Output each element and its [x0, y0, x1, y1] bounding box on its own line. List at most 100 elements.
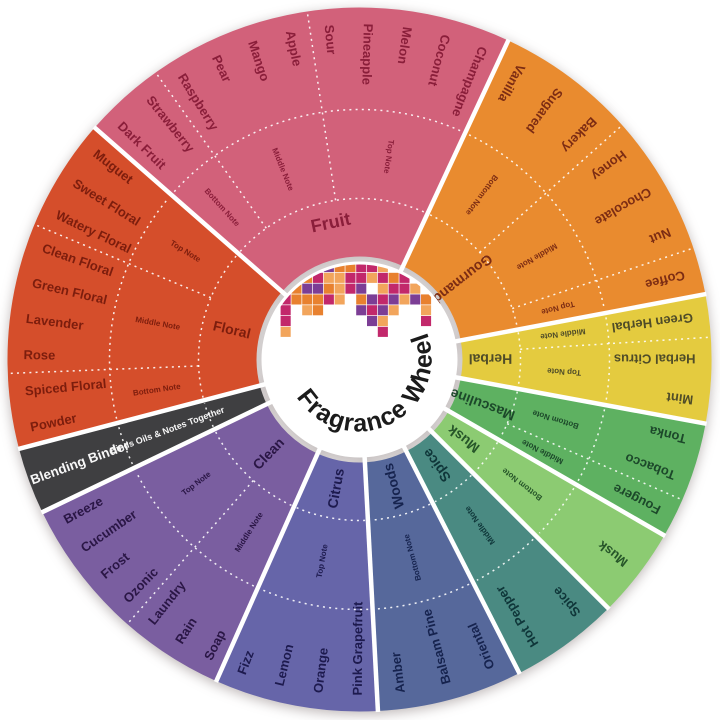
- band-divider-arc: [203, 402, 214, 428]
- item-label-fruit: Pineapple: [359, 23, 376, 85]
- mosaic-pixel: [302, 294, 313, 305]
- mosaic-pixel: [323, 294, 334, 305]
- band-divider-arc: [468, 134, 606, 309]
- item-label-citrus: Pink Grapefruit: [350, 601, 366, 696]
- segment-gap-line: [398, 38, 511, 274]
- mosaic-pixel: [323, 272, 334, 283]
- item-label-floral: Rose: [23, 347, 55, 362]
- segment-gap-line: [441, 405, 667, 538]
- item-label-fruit: Melon: [395, 26, 415, 65]
- segment-gap-line: [92, 125, 289, 298]
- segment-gap-line: [213, 446, 323, 683]
- category-label-herbal: Herbal: [469, 351, 513, 367]
- band-divider-arc: [239, 197, 426, 252]
- item-label-citrus: Orange: [310, 647, 331, 694]
- mosaic-pixel: [280, 316, 291, 327]
- segment-musk-wedge: [432, 411, 665, 609]
- mosaic-pixel: [313, 305, 324, 316]
- mosaic-pixel: [388, 283, 399, 294]
- band-divider-arc: [173, 108, 462, 193]
- band-divider-arc: [577, 409, 606, 482]
- mosaic-pixel: [302, 283, 313, 294]
- mosaic-pixel: [313, 272, 324, 283]
- mosaic-pixel: [367, 305, 378, 316]
- mosaic-pixel: [377, 264, 388, 273]
- mosaic-pixel: [421, 316, 432, 327]
- mosaic-pixel: [334, 283, 345, 294]
- mosaic-pixel: [291, 294, 302, 305]
- item-label-woods: Amber: [388, 651, 408, 694]
- mosaic-pixel: [345, 283, 356, 294]
- mosaic-pixel: [356, 283, 367, 294]
- note-section-divider: [10, 365, 199, 375]
- band-divider-arc: [118, 426, 134, 465]
- mosaic-pixel: [334, 264, 345, 273]
- mosaic-pixel: [313, 294, 324, 305]
- segment-gap-line: [17, 381, 268, 452]
- segment-citrus-wedge: [216, 453, 378, 712]
- mosaic-pixel: [334, 272, 345, 283]
- mosaic-pixel: [367, 264, 378, 273]
- note-section-divider: [156, 74, 267, 229]
- mosaic-pixel: [377, 294, 388, 305]
- mosaic-pixel: [377, 326, 388, 337]
- mosaic-pixel: [334, 294, 345, 305]
- mosaic-pixel: [377, 272, 388, 283]
- mosaic-pixel: [377, 305, 388, 316]
- segment-gap-line: [425, 425, 611, 611]
- mosaic-pixel: [356, 264, 367, 273]
- segment-gap-line: [362, 455, 381, 713]
- segment-gap-line: [453, 291, 707, 344]
- band-divider-arc: [538, 487, 575, 534]
- item-label-herbal: Herbal Citrus: [614, 351, 696, 366]
- note-section-divider: [128, 480, 254, 623]
- mosaic-pixel: [345, 272, 356, 283]
- category-label-citrus: Citrus: [324, 467, 347, 510]
- mosaic-pixel: [367, 272, 378, 283]
- note-section-divider: [506, 423, 680, 500]
- segment-woods-wedge: [364, 451, 520, 712]
- segment-herbal-wedge: [460, 294, 712, 424]
- mosaic-pixel: [302, 305, 313, 316]
- mosaic-pixel: [291, 283, 302, 294]
- item-label-fruit: Apple: [283, 29, 305, 67]
- mosaic-pixel: [313, 283, 324, 294]
- segment-blending-binder-wedge: [19, 385, 267, 513]
- mosaic-pixel: [280, 305, 291, 316]
- mosaic-pixel: [399, 294, 410, 305]
- segment-fruit-wedge: [94, 7, 509, 292]
- mosaic-pixel: [367, 294, 378, 305]
- band-divider-arc: [135, 471, 255, 587]
- band-divider-arc: [517, 332, 522, 387]
- ring-dividers: [10, 14, 708, 623]
- segment-gap-line: [401, 444, 522, 676]
- mosaic-pixel: [410, 294, 421, 305]
- segment-spice-wedge: [406, 432, 609, 674]
- mosaic-pixel: [388, 305, 399, 316]
- center-mosaic-decoration: [280, 264, 432, 337]
- note-section-divider: [511, 248, 691, 310]
- segment-gap-line: [453, 374, 707, 427]
- band-divider-arc: [197, 255, 238, 398]
- segment-clean-wedge: [42, 404, 318, 682]
- segment-masculine-wedge: [448, 378, 706, 536]
- item-label-herbal: Mint: [665, 389, 694, 407]
- band-divider-arc: [474, 442, 499, 472]
- band-divider-arc: [376, 583, 470, 610]
- item-label-floral: Lavender: [25, 311, 84, 333]
- segment-gap-line: [40, 399, 274, 515]
- segment-gourmand-wedge: [403, 40, 706, 341]
- mosaic-pixel: [356, 305, 367, 316]
- mosaic-pixel: [388, 272, 399, 283]
- item-label-fruit: Sour: [322, 24, 340, 55]
- mosaic-pixel: [377, 316, 388, 327]
- mosaic-pixel: [399, 283, 410, 294]
- band-divider-arc: [499, 391, 519, 438]
- segment-gaps: [17, 38, 707, 713]
- mosaic-pixel: [421, 294, 432, 305]
- note-label-herbal-1: Top Note: [546, 366, 581, 377]
- mosaic-pixel: [377, 283, 388, 294]
- wheel-wedges: [7, 7, 712, 712]
